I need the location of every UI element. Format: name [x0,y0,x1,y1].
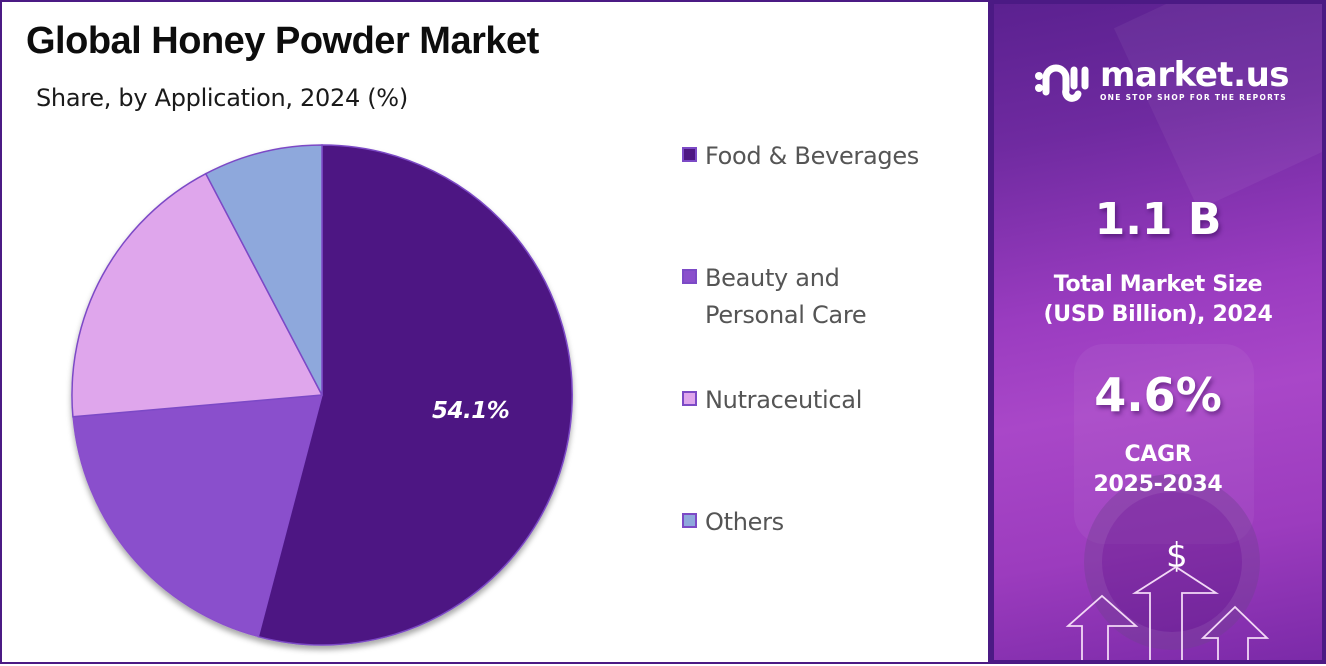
summary-panel: market.us ONE STOP SHOP FOR THE REPORTS … [990,0,1326,664]
logo-name: market.us [1100,54,1290,95]
legend-label-line1: Beauty and [705,264,840,292]
legend-swatch-icon [682,391,697,406]
legend-label: Beauty and Personal Care [705,260,867,334]
legend-swatch-icon [682,513,697,528]
legend-label: Nutraceutical [705,386,863,414]
slice-nutraceutical[interactable] [71,172,324,418]
legend-item-others[interactable]: Others [682,504,784,541]
chart-panel: Global Honey Powder Market Share, by App… [0,0,990,664]
legend-item-food-beverages[interactable]: Food & Beverages [682,138,919,175]
legend-item-nutraceutical[interactable]: Nutraceutical [682,382,862,419]
market-us-logo-icon [1034,56,1090,104]
legend-label: Food & Beverages [705,142,920,170]
slice-beauty-personal-care[interactable] [72,394,323,638]
slice-label-food-beverages: 54.1% [432,398,510,424]
legend-label-line2: Personal Care [705,301,867,329]
legend-item-beauty-personal-care[interactable]: Beauty and Personal Care [682,260,867,334]
logo-tagline: ONE STOP SHOP FOR THE REPORTS [1100,92,1287,102]
legend-label: Others [705,508,784,536]
market-size-label-line2: (USD Billion), 2024 [1043,302,1273,327]
slice-food-beverages[interactable] [257,144,573,646]
pie-chart: 54.1% [2,2,642,666]
dollar-icon: $ [1166,536,1188,576]
chart-legend: Food & Beverages Beauty and Personal Car… [682,2,982,666]
cagr-period: 2025-2034 [1093,472,1223,497]
growth-arrows-icon [1065,565,1270,660]
pie-svg [71,144,573,646]
slice-others[interactable] [204,144,323,396]
legend-swatch-icon [682,147,697,162]
cagr-value: 4.6% [1094,368,1222,422]
market-size-label-line1: Total Market Size [1053,272,1263,297]
cagr-label: CAGR [1124,442,1192,467]
legend-swatch-icon [682,269,697,284]
chart-subtitle: Share, by Application, 2024 (%) [36,84,408,112]
chart-title: Global Honey Powder Market [26,20,539,62]
market-size-value: 1.1 B [1094,194,1222,245]
brand-logo[interactable]: market.us ONE STOP SHOP FOR THE REPORTS [1034,54,1290,104]
